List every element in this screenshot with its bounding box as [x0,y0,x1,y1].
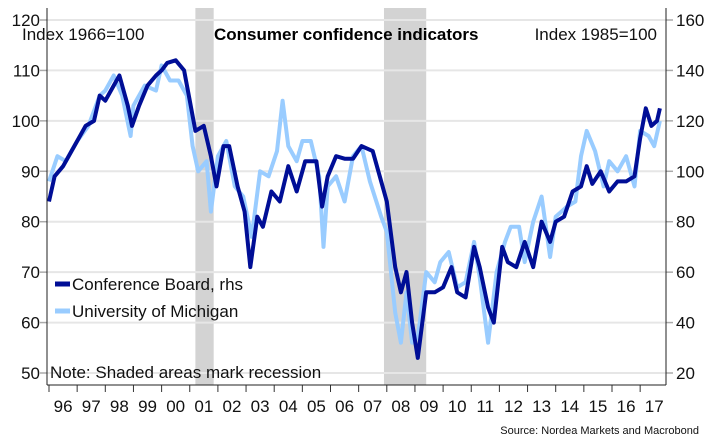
legend-label-conference-board: Conference Board, rhs [72,275,243,294]
x-tick-label: 07 [363,397,382,416]
x-tick-label: 11 [476,397,494,416]
right-tick-label: 160 [676,11,704,30]
series-line-conference-board [47,58,662,360]
x-tick-label: 16 [617,397,636,416]
right-tick-label: 140 [676,61,704,80]
x-tick-label: 02 [223,397,242,416]
right-tick-label: 60 [676,263,695,282]
x-tick-label: 17 [645,397,664,416]
x-tick-label: 10 [448,397,467,416]
right-axis-label: Index 1985=100 [535,25,657,44]
x-tick-label: 98 [110,397,129,416]
x-tick-label: 15 [588,397,607,416]
recession-band [195,8,214,385]
recession-note: Note: Shaded areas mark recession [50,363,321,382]
chart-title: Consumer confidence indicators [214,25,479,44]
left-tick-label: 80 [21,213,40,232]
x-tick-label: 12 [504,397,523,416]
left-tick-label: 110 [13,61,40,80]
source-note: Source: Nordea Markets and Macrobond [500,425,699,437]
right-tick-label: 120 [676,112,704,131]
x-tick-label: 97 [82,397,101,416]
x-tick-label: 06 [335,397,354,416]
left-tick-label: 70 [21,263,40,282]
right-tick-label: 20 [676,364,695,383]
left-tick-label: 60 [21,314,40,333]
right-tick-label: 40 [676,314,695,333]
right-tick-label: 100 [676,162,704,181]
left-axis-label: Index 1966=100 [22,25,144,44]
x-tick-label: 04 [279,397,298,416]
x-tick-label: 00 [166,397,185,416]
x-tick-label: 05 [307,397,326,416]
right-tick-label: 80 [676,213,695,232]
legend: Conference Board, rhs University of Mich… [55,275,243,321]
left-tick-label: 50 [21,364,40,383]
x-tick-label: 03 [251,397,270,416]
x-tick-label: 08 [391,397,410,416]
left-tick-label: 120 [12,11,40,30]
x-tick-label: 96 [54,397,73,416]
left-tick-label: 90 [21,162,40,181]
left-tick-label: 100 [12,112,40,131]
x-tick-label: 14 [560,397,579,416]
x-tick-label: 99 [138,397,157,416]
x-tick-label: 13 [532,397,551,416]
legend-label-michigan: University of Michigan [72,302,238,321]
x-tick-label: 09 [420,397,439,416]
x-tick-label: 01 [194,397,213,416]
